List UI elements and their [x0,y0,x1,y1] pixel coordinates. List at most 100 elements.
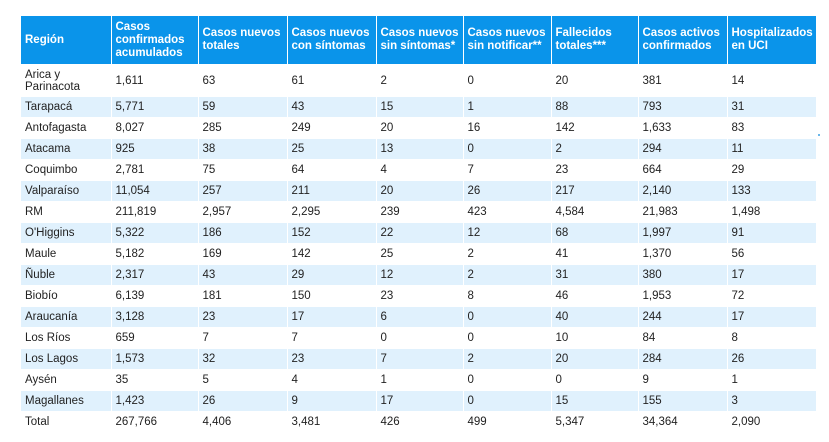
value-cell: 5,771 [111,96,199,118]
table-row: Valparaíso 11,054 257 211 20 26 217 2,140 133 [21,180,817,202]
value-cell: 23 [198,306,288,328]
value-cell: 659 [111,327,199,349]
region-cell: Los Ríos [21,327,112,349]
value-cell: 2 [376,64,464,97]
value-cell: 4,406 [198,411,288,432]
table-row: Tarapacá 5,771 59 43 15 1 88 793 31 [21,96,817,118]
value-cell: 7 [463,159,552,181]
region-cell: Coquimbo [21,159,112,181]
value-cell: 31 [551,264,639,286]
value-cell: 4 [287,369,377,391]
column-header: Fallecidos totales*** [551,16,639,65]
value-cell: 56 [727,243,817,265]
value-cell: 29 [727,159,817,181]
decorative-dot [818,134,820,136]
value-cell: 0 [463,64,552,97]
value-cell: 8 [463,285,552,307]
value-cell: 1,498 [727,201,817,223]
table-row: Los Ríos 659 7 7 0 0 10 84 8 [21,327,817,349]
value-cell: 9 [638,369,728,391]
value-cell: 423 [463,201,552,223]
value-cell: 12 [376,264,464,286]
value-cell: 25 [287,138,377,160]
value-cell: 0 [551,369,639,391]
value-cell: 5,322 [111,222,199,244]
region-cell: Arica y Parinacota [21,64,112,97]
region-cell: Aysén [21,369,112,391]
table-row: Araucanía 3,128 23 17 6 0 40 244 17 [21,306,817,328]
table-row: Antofagasta 8,027 285 249 20 16 142 1,633 83 [21,117,817,139]
table-row: Aysén 35 5 4 1 0 0 9 1 [21,369,817,391]
value-cell: 1,633 [638,117,728,139]
value-cell: 15 [376,96,464,118]
value-cell: 22 [376,222,464,244]
value-cell: 10 [551,327,639,349]
table-row: Maule 5,182 169 142 25 2 41 1,370 56 [21,243,817,265]
table-header-row: Región Casos confirmados acumulados Casos … [21,16,817,65]
value-cell: 284 [638,348,728,370]
value-cell: 9 [287,390,377,412]
column-header: Región [21,16,112,65]
column-header: Casos nuevos sin síntomas* [376,16,464,65]
table-row: Biobío 6,139 181 150 23 8 46 1,953 72 [21,285,817,307]
value-cell: 15 [551,390,639,412]
value-cell: 3 [727,390,817,412]
table-row: O'Higgins 5,322 186 152 22 12 68 1,997 91 [21,222,817,244]
value-cell: 8 [727,327,817,349]
value-cell: 181 [198,285,288,307]
region-cell: Los Lagos [21,348,112,370]
region-cell: Araucanía [21,306,112,328]
value-cell: 26 [198,390,288,412]
value-cell: 499 [463,411,552,432]
value-cell: 0 [463,369,552,391]
value-cell: 793 [638,96,728,118]
value-cell: 0 [463,327,552,349]
value-cell: 152 [287,222,377,244]
value-cell: 133 [727,180,817,202]
value-cell: 20 [551,64,639,97]
value-cell: 72 [727,285,817,307]
value-cell: 14 [727,64,817,97]
value-cell: 239 [376,201,464,223]
value-cell: 11 [727,138,817,160]
value-cell: 142 [551,117,639,139]
value-cell: 46 [551,285,639,307]
value-cell: 35 [111,369,199,391]
value-cell: 12 [463,222,552,244]
value-cell: 7 [198,327,288,349]
region-cell: O'Higgins [21,222,112,244]
value-cell: 186 [198,222,288,244]
value-cell: 1 [376,369,464,391]
value-cell: 64 [287,159,377,181]
table-row: RM 211,819 2,957 2,295 239 423 4,584 21,983 1,49… [21,201,817,223]
value-cell: 1,611 [111,64,199,97]
value-cell: 17 [376,390,464,412]
value-cell: 17 [287,306,377,328]
value-cell: 61 [287,64,377,97]
region-cell: Magallanes [21,390,112,412]
value-cell: 381 [638,64,728,97]
value-cell: 217 [551,180,639,202]
value-cell: 2,957 [198,201,288,223]
value-cell: 25 [376,243,464,265]
column-header: Casos nuevos con síntomas [287,16,377,65]
value-cell: 5,182 [111,243,199,265]
value-cell: 3,481 [287,411,377,432]
table-row: Magallanes 1,423 26 9 17 0 15 155 3 [21,390,817,412]
table-row: Atacama 925 38 25 13 0 2 294 11 [21,138,817,160]
value-cell: 0 [376,327,464,349]
value-cell: 68 [551,222,639,244]
value-cell: 1,997 [638,222,728,244]
value-cell: 285 [198,117,288,139]
value-cell: 380 [638,264,728,286]
value-cell: 43 [287,96,377,118]
value-cell: 2 [463,264,552,286]
value-cell: 8,027 [111,117,199,139]
value-cell: 155 [638,390,728,412]
value-cell: 17 [727,264,817,286]
value-cell: 244 [638,306,728,328]
value-cell: 2 [551,138,639,160]
value-cell: 20 [551,348,639,370]
value-cell: 2,317 [111,264,199,286]
column-header: Casos activos confirmados [638,16,728,65]
